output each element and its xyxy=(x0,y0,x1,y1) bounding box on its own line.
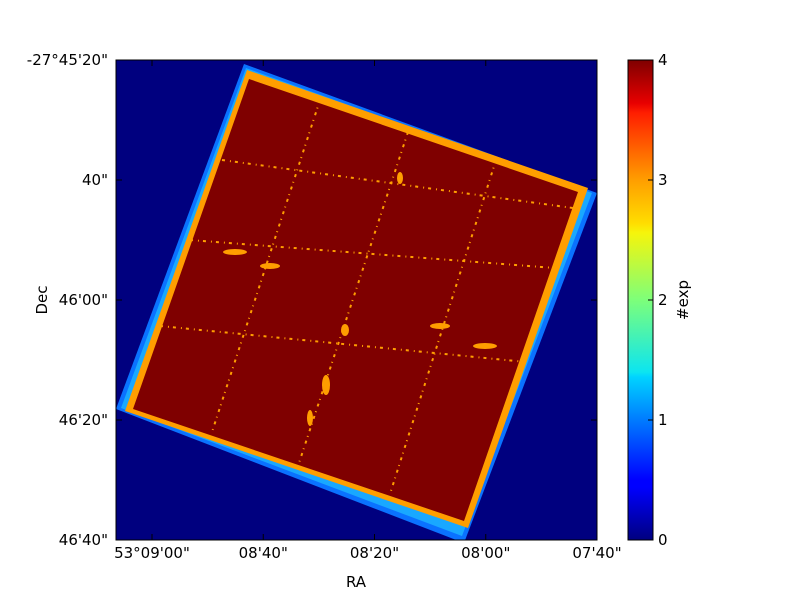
chip-gap-patches xyxy=(223,172,497,426)
patch xyxy=(322,375,330,395)
y-tick-label: 46'00" xyxy=(59,291,108,309)
patch xyxy=(430,323,450,329)
chip-gaps xyxy=(159,99,574,495)
colorbar-tick-label: 1 xyxy=(658,411,668,429)
y-axis-ticks: -27°45'20" 40" 46'00" 46'20" 46'40" xyxy=(27,51,597,549)
x-tick-label: 08'20" xyxy=(350,544,399,562)
y-axis-label: Dec xyxy=(33,285,51,314)
colorbar-label: #exp xyxy=(674,280,692,320)
colorbar-tick-label: 3 xyxy=(658,171,668,189)
x-tick-label: 08'40" xyxy=(239,544,288,562)
patch xyxy=(473,343,497,349)
colorbar-ticks: 0 1 2 3 4 xyxy=(648,51,668,549)
chip-gap-h3 xyxy=(159,325,527,363)
colorbar-tick-label: 2 xyxy=(658,291,668,309)
patch xyxy=(223,249,247,255)
patch xyxy=(397,172,403,184)
colorbar-tick-label: 0 xyxy=(658,531,668,549)
x-axis-label: RA xyxy=(346,573,367,591)
patch xyxy=(341,324,349,336)
y-tick-label: 46'20" xyxy=(59,411,108,429)
patch xyxy=(260,263,280,269)
y-tick-label: -27°45'20" xyxy=(27,51,108,69)
x-tick-label: 08'00" xyxy=(461,544,510,562)
patch xyxy=(307,410,313,426)
colorbar-tick-label: 4 xyxy=(658,51,668,69)
x-tick-label: 53°09'00" xyxy=(114,544,190,562)
y-tick-label: 40" xyxy=(82,171,108,189)
x-tick-label: 07'40" xyxy=(572,544,621,562)
x-axis-ticks: 53°09'00" 08'40" 08'20" 08'00" 07'40" xyxy=(114,60,622,562)
full-coverage-4 xyxy=(133,79,578,521)
chip-gap-h1 xyxy=(221,159,574,209)
y-tick-label: 46'40" xyxy=(59,531,108,549)
chip-gap-h2 xyxy=(189,239,556,269)
